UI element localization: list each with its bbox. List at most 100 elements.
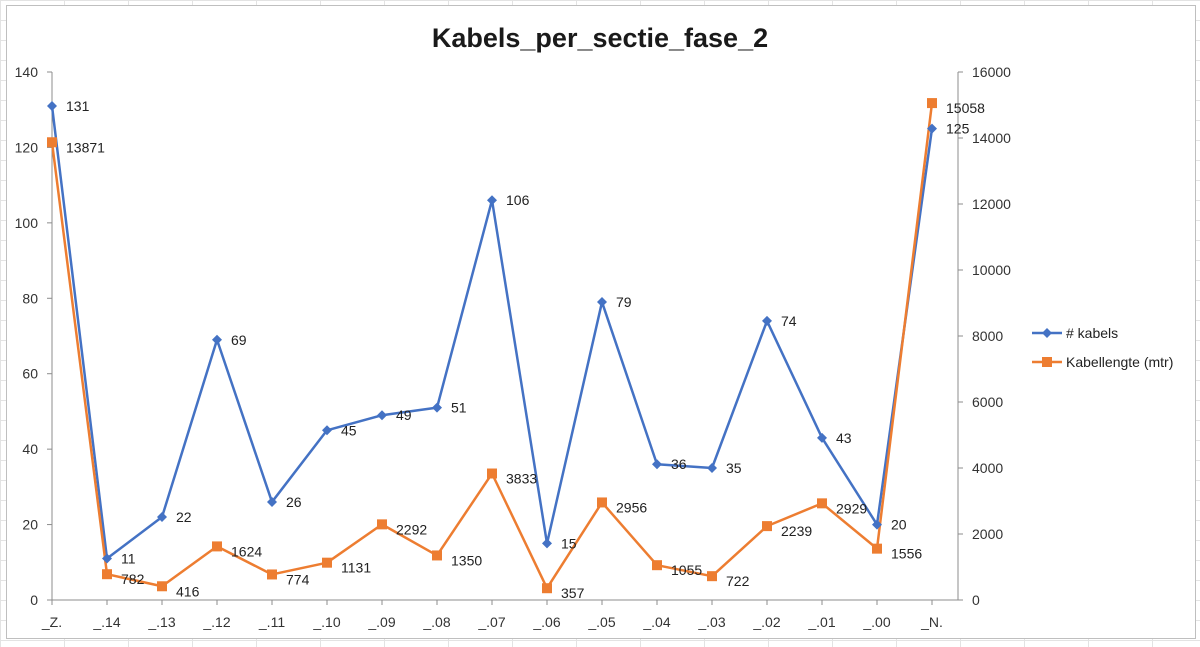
series-1-data-label: 131: [66, 98, 90, 114]
series-1-point: [102, 553, 112, 564]
y-left-tick-label: 80: [22, 290, 38, 306]
series-1-data-label: 106: [506, 192, 530, 208]
series-1-data-label: 26: [286, 494, 302, 510]
x-tick-label: _.02: [752, 614, 780, 630]
series-2-point: [872, 543, 882, 554]
x-tick-label: _.05: [587, 614, 615, 630]
series-2-data-label: 2239: [781, 523, 812, 539]
y-left-tick-label: 20: [22, 517, 38, 533]
series-1-data-label: 20: [891, 517, 907, 533]
y-right-tick-label: 0: [972, 592, 980, 608]
series-1-point: [762, 315, 772, 326]
x-tick-label: _Z.: [41, 614, 62, 630]
x-tick-label: _.04: [642, 614, 670, 630]
chart-area[interactable]: [6, 5, 1196, 639]
y-right-tick-label: 6000: [972, 394, 1003, 410]
axes: 0 20 40 60 80 100 120 140 0 2000 4000 6000 8000 10000…: [15, 64, 1012, 630]
series-1-point: [432, 402, 442, 413]
series-1-point: [872, 519, 882, 530]
y-right-tick-label: 2000: [972, 526, 1003, 542]
series-2-point: [817, 498, 827, 509]
series-1-point: [377, 410, 387, 421]
series-2-point: [927, 98, 937, 109]
x-tick-label: _.08: [422, 614, 450, 630]
series-2-data-label: 1131: [341, 560, 371, 576]
x-tick-label: _.10: [312, 614, 340, 630]
x-tick-label: _.14: [92, 614, 120, 630]
series-1-point: [212, 334, 222, 345]
plot-area: [47, 98, 937, 594]
y-right-tick-label: 16000: [972, 64, 1011, 80]
y-left-tick-label: 140: [15, 64, 39, 80]
series-1-point: [267, 496, 277, 507]
x-tick-label: _N.: [920, 614, 943, 630]
series-1-data-label: 36: [671, 456, 687, 472]
y-left-tick-label: 40: [22, 441, 38, 457]
series-2-data-label: 782: [121, 571, 145, 587]
y-right-tick-label: 8000: [972, 328, 1003, 344]
series-2-data-label: 2956: [616, 499, 647, 515]
series-1-data-label: 69: [231, 332, 247, 348]
series-1-point: [487, 195, 497, 206]
series-1-data-label: 43: [836, 430, 852, 446]
y-left-tick-label: 60: [22, 366, 38, 382]
series-2-point: [322, 557, 332, 568]
series-1-data-label: 125: [946, 121, 970, 137]
series-2-data-label: 2292: [396, 521, 427, 537]
series-2-data-label: 1556: [891, 546, 922, 562]
legend-marker-1: [1042, 328, 1052, 338]
x-tick-label: _.12: [202, 614, 230, 630]
x-tick-label: _.11: [258, 614, 285, 630]
series-line-1: [50, 105, 934, 560]
series-2-point: [102, 569, 112, 580]
series-1-data-label: 35: [726, 460, 742, 476]
x-tick-label: _.07: [477, 614, 505, 630]
series-2-data-label: 15058: [946, 100, 985, 116]
series-1-point: [707, 463, 717, 473]
series-1-point: [597, 297, 607, 308]
x-tick-label: _.06: [532, 614, 560, 630]
series-2-point: [377, 519, 387, 530]
series-2-point: [707, 571, 717, 582]
series-2-data-label: 1350: [451, 552, 482, 568]
series-1-data-label: 45: [341, 422, 357, 438]
series-1-point: [47, 100, 57, 111]
legend-entry-2: Kabellengte (mtr): [1066, 354, 1173, 370]
legend: # kabels Kabellengte (mtr): [1032, 325, 1173, 370]
series-1-data-label: 22: [176, 509, 192, 525]
series-1-point: [652, 459, 662, 470]
x-tick-label: _.01: [807, 614, 835, 630]
series-2-data-label: 1055: [671, 562, 702, 578]
y-left-tick-label: 120: [15, 139, 39, 155]
series-1-point: [542, 538, 552, 549]
x-tick-label: _.09: [367, 614, 395, 630]
series-2-data-label: 774: [286, 571, 310, 587]
y-right-tick-label: 10000: [972, 262, 1011, 278]
series-2-data-label: 357: [561, 585, 585, 601]
y-left-tick-label: 100: [15, 215, 39, 231]
y-right-tick-label: 14000: [972, 130, 1011, 146]
series-2-data-label: 13871: [66, 139, 105, 155]
series-2-data-label: 722: [726, 573, 750, 589]
x-tick-label: _.00: [862, 614, 890, 630]
series-2-point: [157, 581, 167, 592]
series-2-point: [652, 560, 662, 571]
x-tick-label: _.13: [147, 614, 175, 630]
series-1-data-label: 11: [121, 551, 136, 567]
legend-entry-1: # kabels: [1066, 325, 1118, 341]
series-2-point: [212, 541, 222, 552]
y-right-tick-label: 4000: [972, 460, 1003, 476]
chart-title: Kabels_per_sectie_fase_2: [432, 23, 768, 53]
series-2-data-label: 1624: [231, 543, 262, 559]
series-1-point: [927, 123, 937, 134]
y-right-tick-label: 12000: [972, 196, 1011, 212]
series-1-point: [322, 425, 332, 436]
series-2-point: [762, 521, 772, 532]
series-2-point: [47, 137, 57, 148]
series-1-data-label: 51: [451, 400, 467, 416]
series-1-data-label: 49: [396, 407, 412, 423]
series-1-data-label: 79: [616, 294, 632, 310]
series-2-point: [542, 583, 552, 594]
series-2-point: [432, 550, 442, 561]
